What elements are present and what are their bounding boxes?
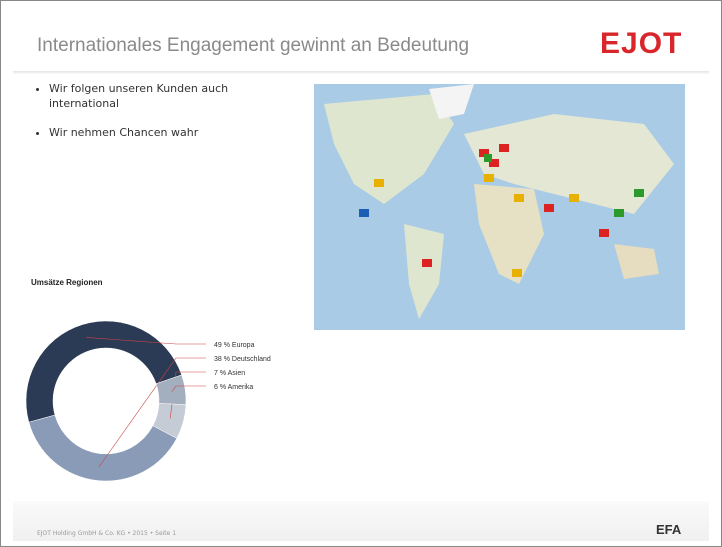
donut-chart: Umsätze Regionen 49 % Europa 38 % Deutsch… [1,271,321,491]
bullet-list: Wir folgen unseren Kunden auch internati… [31,81,269,154]
footer-text: EJOT Holding GmbH & Co. KG • 2015 • Seit… [37,530,176,537]
data-label: 6 % Amerika [214,384,253,391]
slide: Internationales Engagement gewinnt an Be… [0,0,722,547]
data-label: 7 % Asien [214,370,245,377]
bullet: Wir nehmen Chancen wahr [49,125,269,140]
footer-logo: EFA [656,522,681,537]
header-divider [13,71,709,74]
chart-title: Umsätze Regionen [31,278,103,287]
data-label: 49 % Europa [214,342,255,349]
world-map [314,84,685,330]
logo: EJOT [600,27,682,61]
donut-segment [26,321,182,422]
bullet: Wir folgen unseren Kunden auch internati… [49,81,269,111]
slide-title: Internationales Engagement gewinnt an Be… [37,35,469,57]
data-label: 38 % Deutschland [214,356,271,363]
